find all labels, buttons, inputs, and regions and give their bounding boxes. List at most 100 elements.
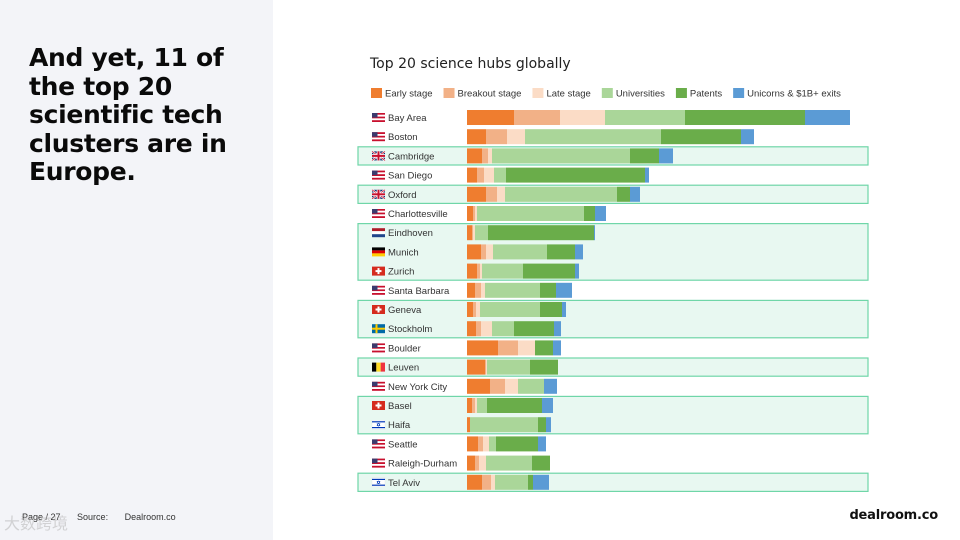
flag-us-icon [372,132,385,142]
bar-segment-patents [528,474,533,490]
bar-segment-early [467,110,514,125]
europe-highlight-box [357,223,869,281]
bar-segment-patents [661,129,741,145]
hub-label: Eindhoven [388,228,433,239]
bar-segment-unicorns [538,436,546,452]
bar-segment-late [475,398,477,413]
flag-us-icon [372,439,385,449]
bar-segment-early [467,244,481,260]
bar-segment-late [518,340,535,356]
flag-us-icon [372,285,385,295]
legend-label: Breakout stage [458,89,522,100]
flag-de-icon [372,247,385,257]
bar-segment-late [475,206,477,221]
bar-segment-universities [525,129,661,145]
bar-segment-late [484,167,494,183]
hub-row: Oxford [388,186,640,202]
hub-row: New York City [388,378,557,394]
hub-row: Leuven [388,359,558,375]
hub-row: Munich [388,244,583,260]
bar-segment-universities [480,302,540,317]
bar-segment-patents [523,263,575,279]
page-number: Page / 27 [22,512,61,522]
flag-be-icon [372,362,385,372]
bar-segment-universities [482,263,523,279]
bar-segment-early [467,206,473,221]
bar-segment-early [467,436,478,452]
hub-label: Boston [388,132,418,143]
flag-ch-icon [372,266,385,276]
bar-segment-patents [506,167,645,183]
bar-segment-breakout [482,474,491,490]
bar-segment-unicorns [562,302,566,317]
bar-segment-universities [492,321,514,337]
bar-segment-early [467,148,482,164]
bar-segment-unicorns [595,206,606,221]
bar-segment-unicorns [594,225,595,241]
bar-segment-late [473,225,475,241]
bar-segment-patents [630,148,659,164]
bar-segment-late [481,282,485,298]
bar-segment-patents [496,436,538,452]
bar-segment-early [467,474,482,490]
flag-gb-icon [371,150,386,162]
bar-segment-patents [535,340,553,356]
bar-segment-universities [477,206,584,221]
source-label: Source: [77,512,109,522]
legend-swatch [733,88,745,98]
bar-segment-patents [514,321,554,337]
bar-segment-late [479,455,486,471]
bar-segment-unicorns [556,282,572,298]
bar-segment-early [467,263,477,279]
flag-il-icon [371,420,386,430]
bar-segment-universities [470,417,538,433]
bar-segment-early [467,398,472,413]
watermark: 大数跨境 [4,514,69,533]
left-panel [0,0,273,540]
bar-segment-unicorns [805,110,850,125]
hub-row: Tel Aviv [388,474,549,490]
bar-segment-breakout [486,129,507,145]
bar-segment-unicorns [542,398,553,413]
hub-label: Seattle [388,439,418,450]
bar-segment-late [488,148,492,164]
hub-label: Basel [388,401,412,412]
legend-item-late: Late stage [532,88,591,100]
bar-segment-early [467,340,498,356]
legend-swatch [601,88,613,98]
hub-label: Bay Area [388,113,427,124]
hub-row: San Diego [388,167,649,183]
bar-segment-late [481,321,492,337]
bar-segment-universities [485,282,540,298]
bar-segment-late [505,378,518,394]
hub-label: Oxford [388,190,417,201]
legend-item-breakout: Breakout stage [443,88,522,100]
hub-row: Boulder [388,340,561,356]
bar-segment-early [467,378,490,394]
source-value: Dealroom.co [124,512,176,522]
bar-segment-late [560,110,605,125]
bar-segment-early [467,321,476,337]
flag-us-icon [372,209,385,218]
bar-segment-patents [487,398,542,413]
legend-label: Patents [690,89,722,100]
hub-row: Boston [388,129,754,145]
bar-segment-unicorns [533,474,549,490]
hub-label: Tel Aviv [388,478,420,489]
bar-segment-breakout [485,359,486,375]
bar-segment-breakout [498,340,518,356]
legend-swatch [371,88,382,98]
bar-segment-late [486,359,487,375]
bar-segment-early [467,186,486,202]
legend-label: Late stage [546,89,590,100]
hub-label: Charlottesville [388,209,448,220]
hub-row: Stockholm [388,321,561,337]
bar-segment-unicorns [645,167,649,183]
bar-segment-breakout [475,455,479,471]
bar-segment-breakout [476,321,481,337]
bar-segment-unicorns [575,244,583,260]
bar-segment-early [467,302,473,317]
bar-segment-breakout [472,398,475,413]
legend-item-universities: Universities [601,88,665,100]
